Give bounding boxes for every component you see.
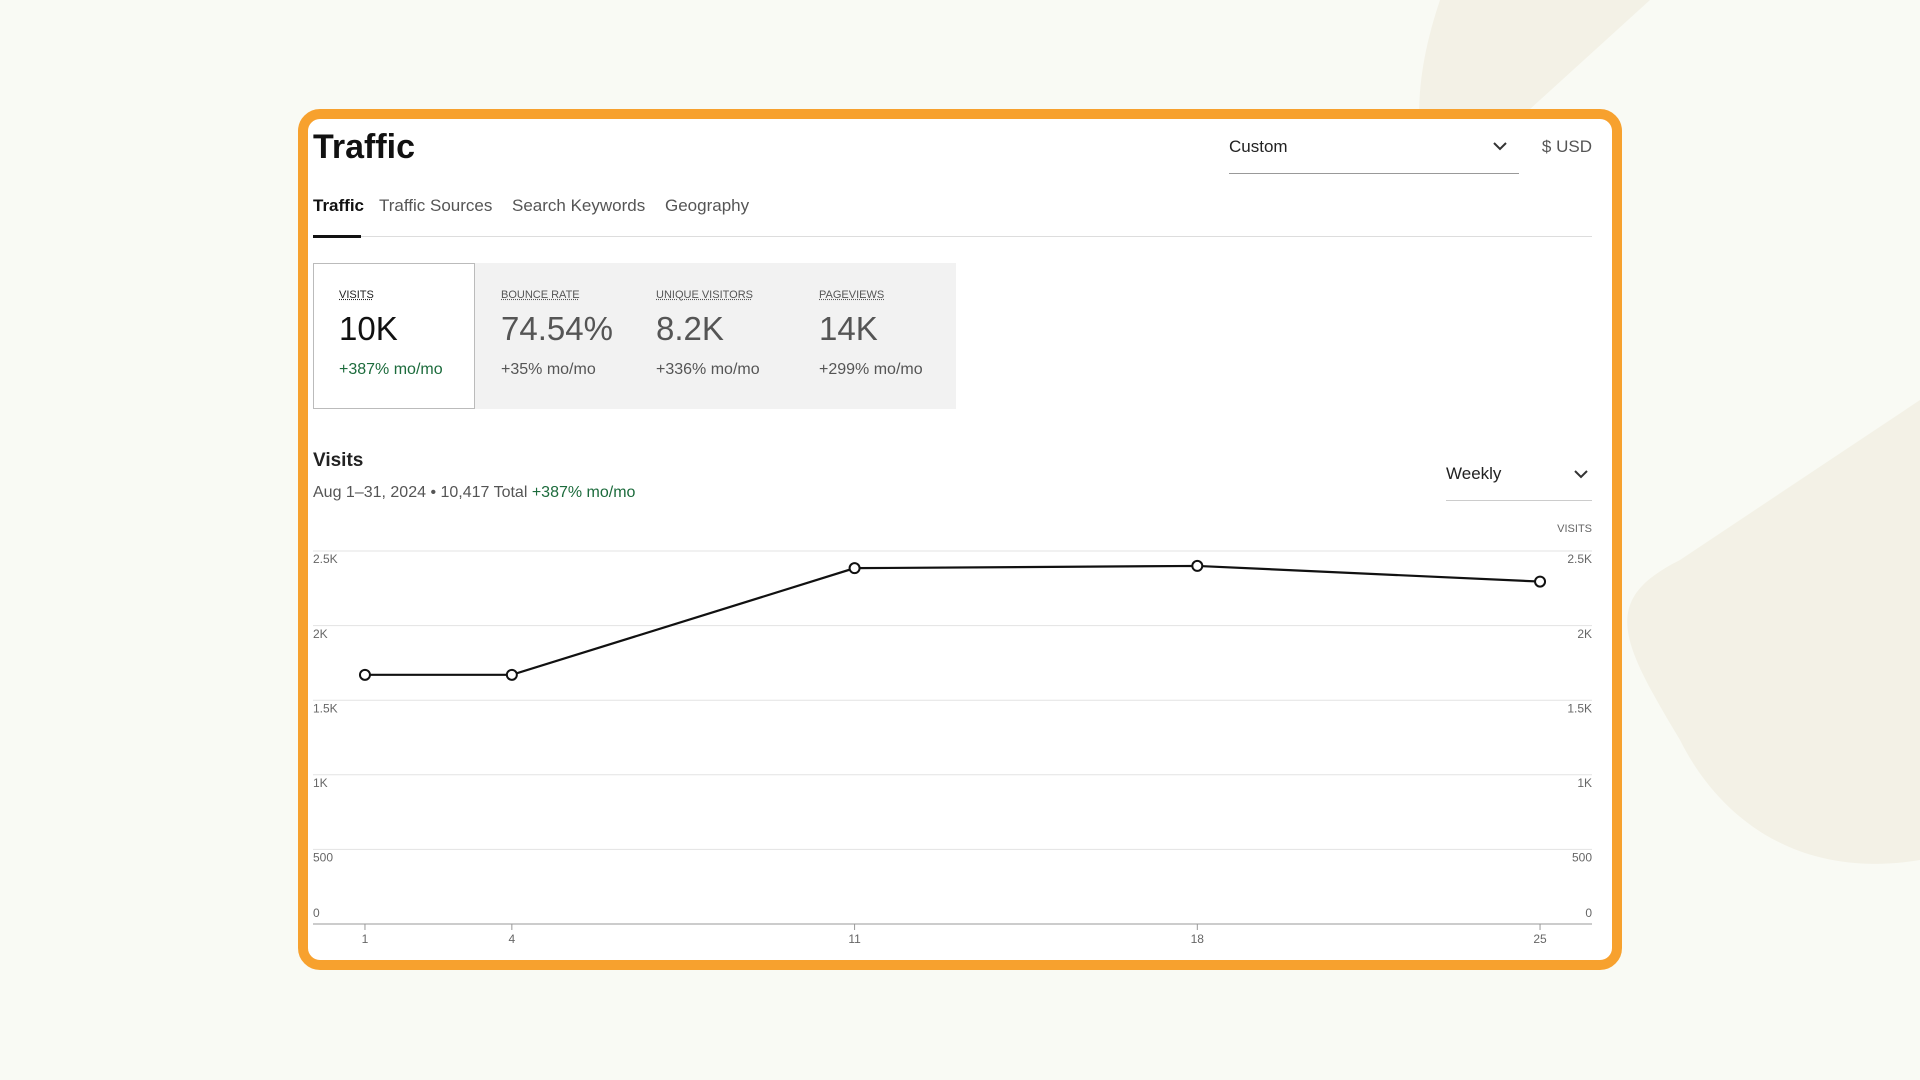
y-tick-label: 1K	[313, 776, 328, 790]
metric-change: +387% mo/mo	[339, 361, 443, 378]
subtitle-text: Aug 1–31, 2024 • 10,417 Total	[313, 484, 528, 501]
date-range-dropdown[interactable]: Custom	[1229, 137, 1519, 174]
metric-change: +35% mo/mo	[501, 361, 596, 378]
point	[1191, 559, 1204, 572]
metric-label[interactable]: BOUNCE RATE	[501, 289, 580, 301]
tab-divider	[313, 236, 1592, 237]
metric-value: 10K	[339, 310, 398, 347]
y-axis-title: VISITS	[1557, 523, 1592, 535]
x-tick-label: 1	[362, 932, 369, 946]
y-tick-label: 2K	[313, 627, 328, 641]
y2-tick-label: 2.5K	[1567, 552, 1592, 566]
y2-tick-label: 0	[1585, 906, 1592, 920]
subtitle-change: +387% mo/mo	[531, 484, 636, 501]
metric-label[interactable]: UNIQUE VISITORS	[656, 289, 753, 301]
y-tick-label: 0	[313, 906, 320, 920]
tab[interactable]: Geography	[665, 196, 750, 215]
chevron	[1493, 142, 1507, 151]
chart-title: Visits	[313, 450, 364, 471]
y-tick-label: 500	[313, 851, 333, 865]
metric-value: 74.54%	[501, 310, 613, 347]
y-tick-label: 2.5K	[313, 552, 338, 566]
tab-underline	[313, 235, 361, 238]
metric-value: 8.2K	[656, 310, 724, 347]
metric-label: VISITS	[339, 289, 374, 301]
y2-tick-label: 2K	[1577, 627, 1592, 641]
point	[358, 668, 371, 681]
metric-label[interactable]: PAGEVIEWS	[819, 289, 885, 301]
tab[interactable]: Traffic	[313, 196, 365, 215]
line	[364, 564, 1541, 676]
chevron	[1574, 470, 1588, 479]
x-tick-label: 18	[1191, 932, 1205, 946]
traffic-card	[298, 109, 1622, 970]
point	[505, 668, 518, 681]
point	[848, 562, 861, 575]
metric-card-selected[interactable]	[313, 263, 475, 409]
metric-change: +299% mo/mo	[819, 361, 923, 378]
metric-change: +336% mo/mo	[656, 361, 760, 378]
y-tick-label: 1.5K	[313, 701, 338, 715]
interval-dropdown[interactable]: Weekly	[1446, 464, 1592, 501]
y2-tick-label: 500	[1572, 851, 1592, 865]
currency[interactable]: $ USD	[1541, 137, 1592, 156]
tab[interactable]: Search Keywords	[512, 196, 646, 215]
x-tick-label: 25	[1533, 932, 1547, 946]
y2-tick-label: 1.5K	[1567, 701, 1592, 715]
dropdown-value: Custom	[1229, 137, 1288, 156]
tab[interactable]: Traffic Sources	[379, 196, 493, 215]
page-title: Traffic	[313, 128, 416, 166]
y2-tick-label: 1K	[1577, 776, 1592, 790]
metric-value: 14K	[819, 310, 878, 347]
dropdown-value: Weekly	[1446, 464, 1502, 483]
point	[1534, 575, 1547, 588]
x-tick-label: 4	[509, 932, 516, 946]
x-tick-label: 11	[848, 932, 861, 946]
chart-subtitle: Aug 1–31, 2024 • 10,417 Total +387% mo/m…	[313, 484, 635, 502]
